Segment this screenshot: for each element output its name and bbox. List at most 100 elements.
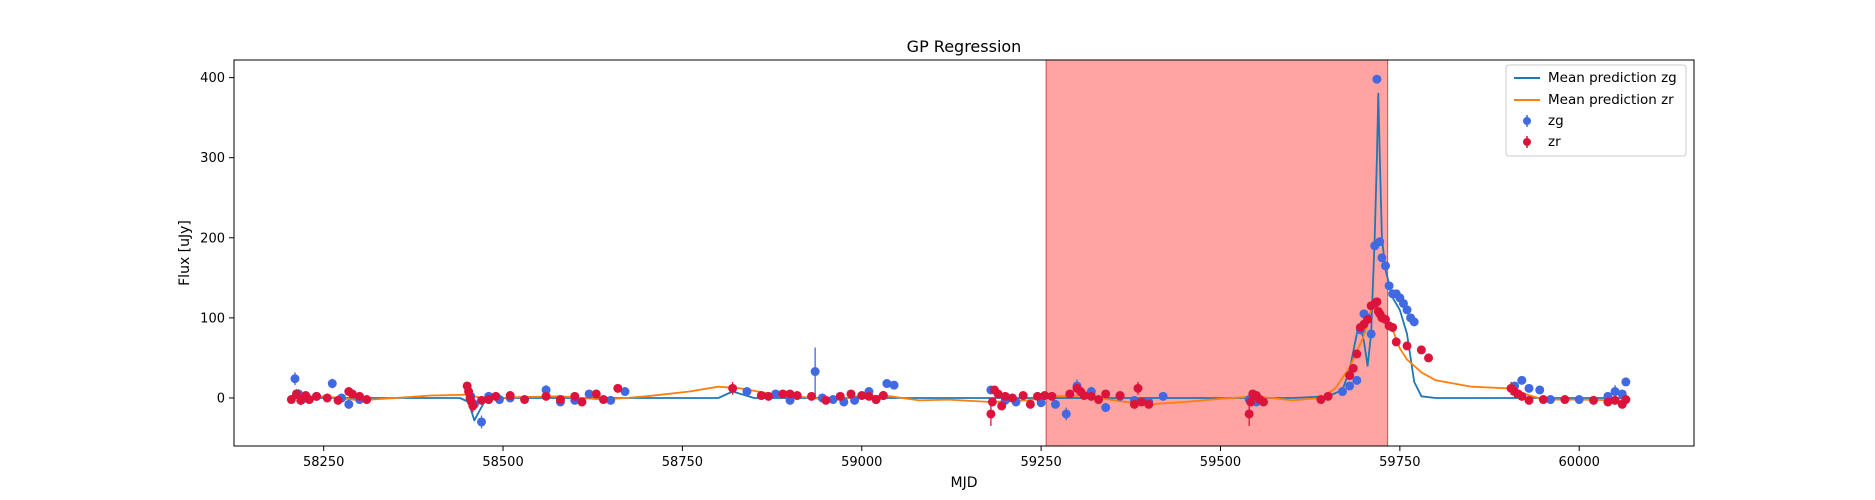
data-point-zr <box>1047 391 1057 401</box>
data-point-zg <box>1384 281 1394 291</box>
data-point-zr <box>505 391 515 401</box>
data-point-zr <box>520 395 530 405</box>
marker-zr <box>756 391 766 401</box>
data-point-zg <box>606 395 616 405</box>
data-point-zr <box>333 395 343 405</box>
data-point-zr <box>1603 397 1613 407</box>
data-point-zr <box>1323 391 1333 401</box>
marker-zg <box>828 395 838 405</box>
marker-zr <box>1259 397 1269 407</box>
data-point-zg <box>1546 395 1556 405</box>
data-point-zr <box>613 383 623 393</box>
data-point-zg <box>1377 253 1387 263</box>
data-point-zg <box>327 378 337 389</box>
marker-zr <box>1323 391 1333 401</box>
data-point-zr <box>835 391 845 401</box>
marker-zg <box>1345 381 1355 391</box>
legend-box <box>1505 64 1687 157</box>
plot-background <box>234 60 1694 446</box>
data-point-zr <box>1424 353 1434 363</box>
data-point-zr <box>312 391 322 401</box>
legend-swatch-zr-points <box>1523 138 1531 146</box>
x-tick-label: 59250 <box>1020 455 1061 470</box>
marker-zr <box>792 391 802 401</box>
data-point-zr <box>1101 389 1111 399</box>
data-point-zr <box>598 395 608 405</box>
marker-zr <box>613 383 623 393</box>
data-point-zg <box>477 415 487 429</box>
data-point-zr <box>1517 391 1527 401</box>
data-point-zr <box>997 401 1007 411</box>
marker-zr <box>871 395 881 405</box>
data-point-zg <box>1352 375 1362 385</box>
marker-zr <box>577 397 587 407</box>
legend-swatch-zg-points <box>1523 117 1531 125</box>
data-point-zr <box>362 395 372 405</box>
data-point-zg <box>1050 399 1060 409</box>
marker-zr <box>570 391 580 401</box>
marker-zg <box>1621 377 1631 387</box>
legend: Mean prediction zg Mean prediction zr zg… <box>1505 64 1687 157</box>
data-point-zg <box>1402 305 1412 315</box>
marker-zr <box>1416 345 1426 355</box>
marker-zr <box>997 401 1007 411</box>
data-point-zr <box>1363 314 1373 324</box>
marker-zg <box>1372 74 1382 84</box>
marker-zr <box>541 391 551 401</box>
marker-zr <box>807 391 817 401</box>
data-point-zr <box>1115 391 1125 401</box>
marker-zr <box>1352 349 1362 359</box>
marker-zg <box>1402 305 1412 315</box>
data-point-zr <box>1352 349 1362 359</box>
marker-zr <box>821 395 831 405</box>
marker-zr <box>728 383 738 393</box>
data-point-zr <box>1524 395 1534 405</box>
data-point-zr <box>1316 395 1326 405</box>
x-axis-label: MJD <box>951 475 978 491</box>
data-point-zr <box>1133 381 1143 395</box>
shade-layer <box>1045 59 1389 447</box>
data-point-zr <box>857 391 867 401</box>
data-point-zr <box>1094 395 1104 405</box>
marker-zr <box>598 395 608 405</box>
marker-zr <box>468 401 478 411</box>
data-point-zr <box>355 391 365 401</box>
marker-zr <box>355 391 365 401</box>
marker-zg <box>344 399 354 409</box>
marker-zr <box>846 389 856 399</box>
marker-zg <box>584 389 594 399</box>
marker-zr <box>878 391 888 401</box>
marker-zr <box>778 389 788 399</box>
marker-zr <box>1000 391 1010 401</box>
data-point-zg <box>1375 237 1385 247</box>
marker-zg <box>1158 391 1168 401</box>
marker-zr <box>304 395 314 405</box>
data-point-zr <box>1007 393 1017 403</box>
data-point-zr <box>491 391 501 401</box>
data-point-zr <box>1402 341 1412 351</box>
marker-zr <box>1144 399 1154 409</box>
data-point-zr <box>1086 391 1096 401</box>
marker-zr <box>477 395 487 405</box>
marker-zg <box>889 380 899 390</box>
marker-zg <box>290 374 300 384</box>
marker-zr <box>1129 399 1139 409</box>
data-point-zg <box>1380 261 1390 271</box>
data-point-zr <box>1538 395 1548 405</box>
data-point-zr <box>987 397 997 407</box>
y-tick-label: 300 <box>200 151 225 166</box>
data-point-zr <box>1621 395 1631 405</box>
data-point-zg <box>1524 383 1534 393</box>
data-point-zr <box>756 391 766 401</box>
marker-zg <box>882 379 892 389</box>
data-point-zr <box>1259 397 1269 407</box>
x-tick-label: 58500 <box>482 455 523 470</box>
data-point-zr <box>878 391 888 401</box>
data-point-zr <box>1610 395 1620 405</box>
marker-zr <box>986 409 996 419</box>
data-point-zg <box>1372 74 1382 84</box>
data-point-zg <box>1409 317 1419 327</box>
marker-zg <box>1337 387 1347 397</box>
marker-zr <box>1524 395 1534 405</box>
marker-zr <box>1007 393 1017 403</box>
